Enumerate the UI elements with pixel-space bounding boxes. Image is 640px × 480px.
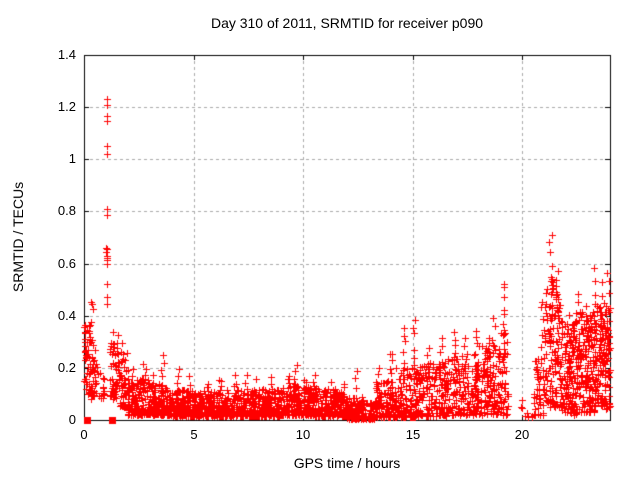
- y-tick-label: 1.4: [57, 47, 76, 62]
- x-tick-label: 20: [514, 427, 530, 442]
- y-tick-label: 0: [68, 412, 76, 427]
- x-tick-label: 10: [295, 427, 311, 442]
- y-tick-label: 0.2: [57, 360, 76, 375]
- y-tick-label: 1: [68, 151, 76, 166]
- x-tick-label: 5: [190, 427, 198, 442]
- x-tick-label: 0: [80, 427, 88, 442]
- y-tick-label: 0.4: [57, 308, 76, 323]
- y-tick-label: 0.6: [57, 256, 76, 271]
- chart-title: Day 310 of 2011, SRMTID for receiver p09…: [210, 15, 484, 31]
- y-tick-label: 1.2: [57, 99, 76, 114]
- y-tick-label: 0.8: [57, 203, 76, 218]
- x-axis-label: GPS time / hours: [293, 455, 401, 471]
- y-axis-label: SRMTID / TECUs: [10, 181, 26, 293]
- x-tick-label: 15: [405, 427, 421, 442]
